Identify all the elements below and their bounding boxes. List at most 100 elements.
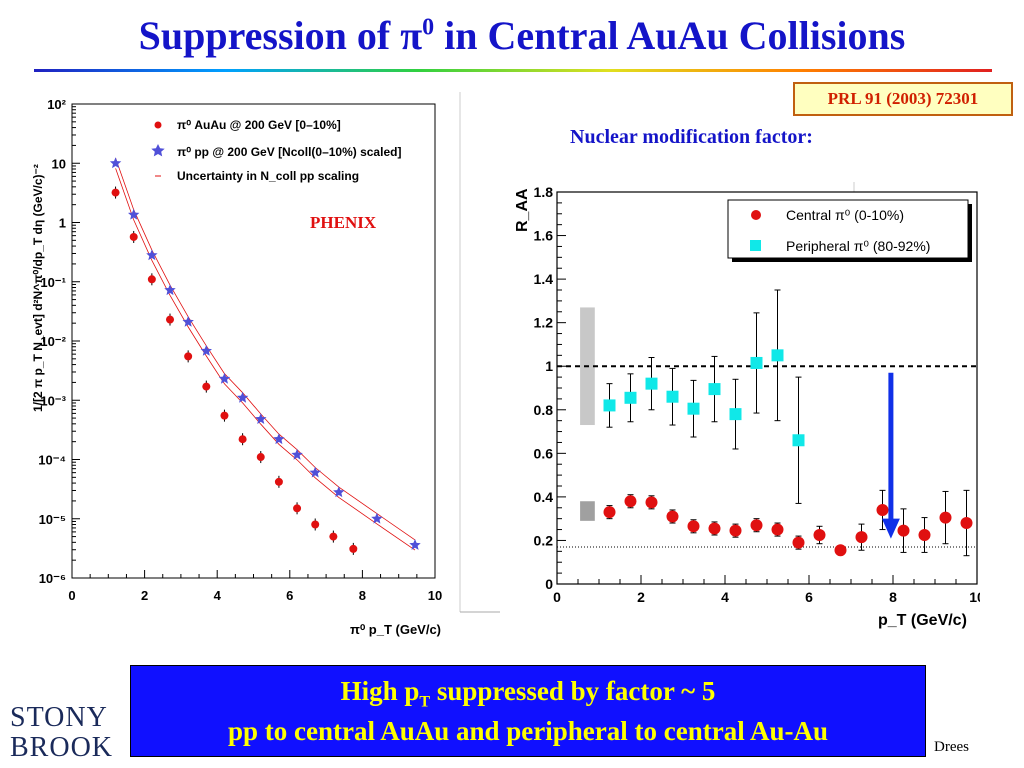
- central-systematic-box: [580, 501, 595, 521]
- banner-line-1: High pT suppressed by factor ~ 5: [340, 676, 716, 711]
- central-point: [855, 531, 868, 544]
- auau-point: [329, 532, 338, 541]
- uncertainty-band-lower: [115, 168, 416, 551]
- auau-point: [147, 275, 156, 284]
- peripheral-point: [729, 408, 742, 421]
- raa-x-tick-label: 2: [637, 589, 645, 605]
- pp-point: [164, 284, 176, 296]
- auau-point: [184, 352, 193, 361]
- banner-line-2: pp to central AuAu and peripheral to cen…: [227, 716, 829, 746]
- spectra-x-tick-label: 6: [286, 588, 293, 603]
- spectra-y-tick-label: 10: [52, 156, 66, 171]
- central-point: [834, 544, 847, 557]
- raa-x-tick-label: 0: [553, 589, 561, 605]
- stony-brook-logo: STONY BROOK: [10, 703, 113, 763]
- central-point: [687, 520, 700, 533]
- legend-marker-central: [751, 210, 761, 220]
- pp-point: [309, 466, 321, 478]
- pp-point: [291, 448, 303, 460]
- phenix-label: PHENIX: [310, 213, 377, 232]
- raa-y-tick-label: 1.6: [534, 228, 554, 244]
- raa-x-tick-label: 10: [969, 589, 980, 605]
- pp-point: [182, 315, 194, 327]
- raa-y-tick-label: 0.4: [534, 489, 554, 505]
- central-point: [792, 536, 805, 549]
- legend-marker-peripheral: [750, 240, 761, 251]
- central-point: [960, 517, 973, 530]
- peripheral-point: [645, 377, 658, 390]
- spectra-y-tick-label: 10⁻³: [40, 393, 66, 408]
- auau-point: [293, 504, 302, 513]
- auau-point: [256, 453, 265, 462]
- central-point: [939, 511, 952, 524]
- legend-label-central: Central π⁰ (0-10%): [786, 207, 904, 223]
- spectra-x-tick-label: 10: [428, 588, 442, 603]
- spectra-x-tick-label: 2: [141, 588, 148, 603]
- raa-y-tick-label: 1: [545, 358, 553, 374]
- legend-label-auau: π⁰ AuAu @ 200 GeV [0–10%]: [177, 118, 341, 132]
- raa-y-tick-label: 1.2: [534, 315, 554, 331]
- raa-xlabel: p_T (GeV/c): [878, 612, 967, 629]
- peripheral-point: [750, 356, 763, 369]
- central-point: [624, 495, 637, 508]
- central-point: [750, 519, 763, 532]
- pp-point: [273, 433, 285, 445]
- peripheral-point: [792, 434, 805, 447]
- central-point: [666, 510, 679, 523]
- raa-x-tick-label: 6: [805, 589, 813, 605]
- central-point: [603, 506, 616, 519]
- auau-point: [311, 520, 320, 529]
- pp-point: [236, 391, 249, 403]
- pp-point: [218, 372, 231, 384]
- central-point: [813, 529, 826, 541]
- logo-line-2: BROOK: [10, 732, 114, 763]
- raa-y-tick-label: 1.4: [534, 271, 554, 287]
- logo-line-1: STONY: [10, 702, 108, 733]
- pp-point: [128, 208, 140, 220]
- spectra-y-tick-label: 10⁻⁶: [39, 571, 66, 586]
- spectra-y-tick-label: 10⁻⁵: [39, 512, 66, 527]
- spectra-x-tick-label: 0: [68, 588, 75, 603]
- central-point: [708, 522, 721, 535]
- legend-label-band: Uncertainty in N_coll pp scaling: [177, 169, 359, 183]
- raa-y-tick-label: 0.2: [534, 532, 554, 548]
- peripheral-point: [708, 383, 721, 396]
- title-divider: [34, 69, 992, 72]
- spectra-y-tick-label: 10²: [47, 97, 66, 112]
- central-point: [897, 524, 910, 537]
- spectra-x-tick-label: 8: [359, 588, 366, 603]
- raa-x-tick-label: 4: [721, 589, 729, 605]
- spectra-ylabel: 1/[2 π p_T N_evt] d²N^π⁰/dp_T dη (GeV/c)…: [31, 164, 45, 412]
- central-point: [729, 524, 742, 537]
- spectra-y-tick-label: 10⁻⁴: [38, 453, 66, 468]
- auau-point: [111, 188, 120, 197]
- spectra-x-tick-label: 4: [214, 588, 222, 603]
- auau-point: [349, 544, 358, 553]
- legend-label-peripheral: Peripheral π⁰ (80-92%): [786, 238, 930, 254]
- raa-y-tick-label: 0.8: [534, 402, 554, 418]
- pp-point: [255, 413, 267, 424]
- central-point: [918, 529, 931, 541]
- peripheral-point: [687, 402, 700, 415]
- pp-point: [333, 486, 345, 498]
- raa-y-tick-label: 0.6: [534, 445, 554, 461]
- spectra-y-tick-label: 1: [59, 216, 66, 231]
- central-point: [771, 523, 784, 536]
- auau-point: [238, 435, 247, 444]
- central-point: [645, 496, 658, 509]
- legend-marker-auau: [154, 121, 162, 129]
- spectra-xlabel: π⁰ p_T (GeV/c): [350, 622, 441, 637]
- reference-box: PRL 91 (2003) 72301: [793, 82, 1013, 116]
- legend-marker-pp: [151, 144, 165, 157]
- auau-point: [166, 315, 175, 324]
- pp-point: [200, 344, 212, 356]
- suppression-arrow-head: [881, 518, 900, 539]
- legend-label-pp: π⁰ pp @ 200 GeV [Ncoll(0–10%) scaled]: [177, 145, 401, 159]
- peripheral-point: [666, 390, 679, 403]
- conclusion-banner: High pT suppressed by factor ~ 5 pp to c…: [130, 665, 926, 757]
- peripheral-point: [624, 391, 637, 404]
- spectra-y-tick-label: 10⁻²: [40, 334, 66, 349]
- subtitle: Nuclear modification factor:: [570, 126, 813, 148]
- raa-x-tick-label: 8: [889, 589, 897, 605]
- raa-ylabel: R_AA: [514, 188, 531, 232]
